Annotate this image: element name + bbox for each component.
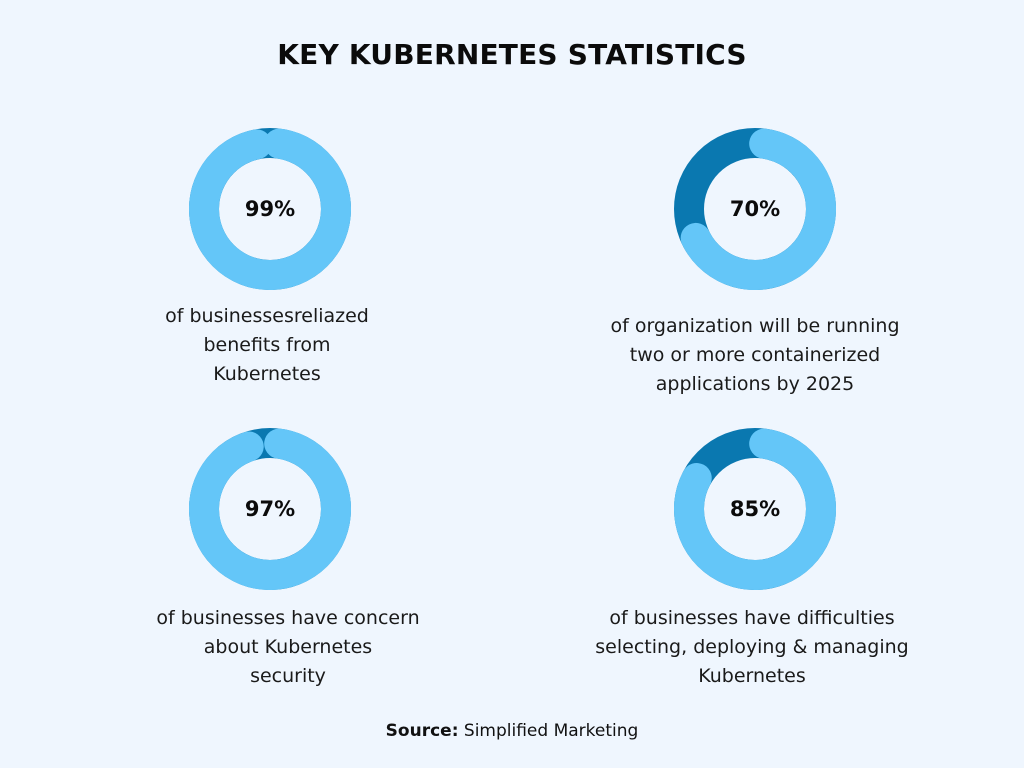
description-line: about Kubernetes [203, 636, 373, 658]
stat-percentage: 70% [729, 197, 781, 221]
donut-ring [189, 428, 351, 590]
stat-description: of organization will be running two or m… [565, 312, 945, 399]
page-title: KEY KUBERNETES STATISTICS [277, 38, 747, 71]
donut-chart-85: 85% [674, 428, 836, 590]
donut-ring [189, 128, 351, 290]
stat-percentage: 99% [244, 197, 296, 221]
description-line: applications by 2025 [655, 373, 855, 395]
description-line: two or more containerized [629, 344, 881, 366]
description-line: of businesses have difficulties [609, 607, 895, 629]
description-line: Kubernetes [213, 363, 321, 385]
source-text: Simplified Marketing [463, 721, 639, 741]
description-line: of organization will be running [610, 315, 900, 337]
stat-description: of businesses have difficulties selectin… [562, 604, 942, 691]
stat-percentage: 85% [729, 497, 781, 521]
donut-ring [674, 128, 836, 290]
description-line: of businessesreliazed [165, 305, 369, 327]
stat-description: of businesses have concern about Kuberne… [98, 604, 478, 691]
donut-ring [674, 428, 836, 590]
source-note: Source: Simplified Marketing [0, 721, 1024, 741]
donut-chart-99: 99% [189, 128, 351, 290]
donut-chart-70: 70% [674, 128, 836, 290]
description-line: selecting, deploying & managing [595, 636, 909, 658]
stat-percentage: 97% [244, 497, 296, 521]
stat-description: of businessesreliazed benefits from Kube… [77, 302, 457, 389]
source-label: Source: [385, 721, 459, 741]
description-line: of businesses have concern [156, 607, 420, 629]
description-line: Kubernetes [698, 665, 806, 687]
description-line: benefits from [203, 334, 331, 356]
description-line: security [250, 665, 326, 687]
donut-chart-97: 97% [189, 428, 351, 590]
